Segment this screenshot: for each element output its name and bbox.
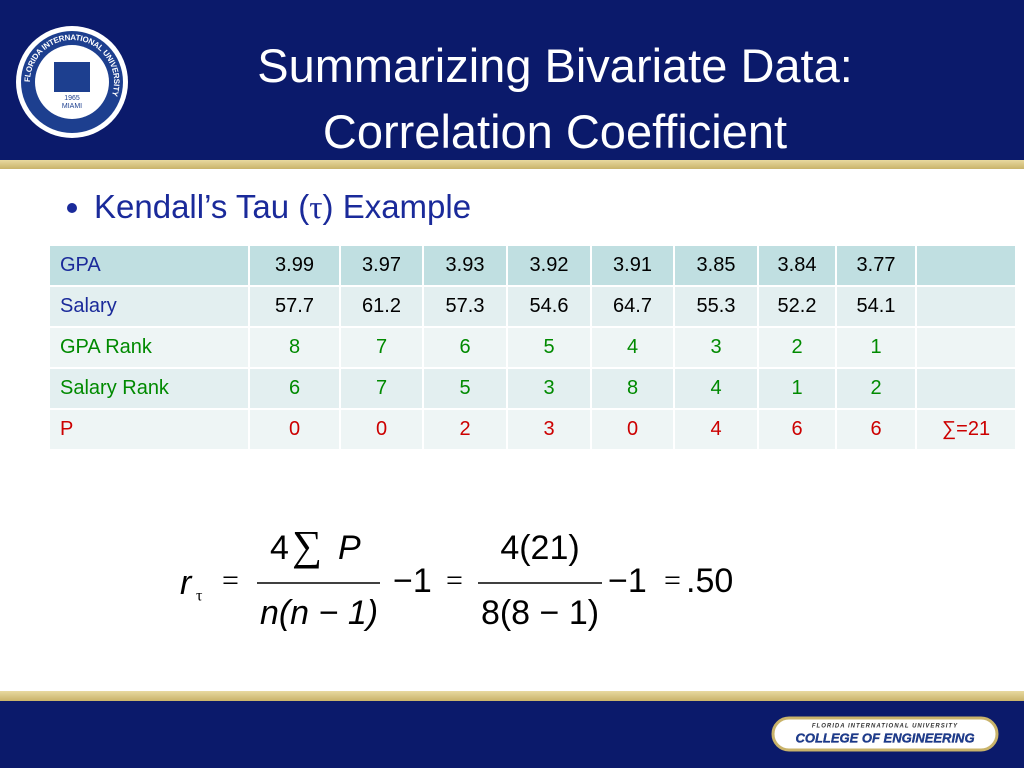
cell: 8 — [248, 326, 341, 369]
formula-frac2-num: 4(21) — [500, 529, 579, 567]
cell: 57.7 — [248, 285, 341, 328]
cell: 4 — [673, 408, 759, 451]
sum-cell — [915, 326, 1017, 369]
cell: 8 — [590, 367, 675, 410]
row-label: GPA — [48, 244, 250, 287]
cell: 0 — [248, 408, 341, 451]
bullet-text: ) Example — [322, 188, 472, 225]
gold-stripe — [0, 691, 1024, 701]
formula-eq3: = — [664, 564, 681, 597]
cell: 3.77 — [835, 244, 917, 287]
cell: 0 — [339, 408, 424, 451]
bullet-list: Kendall’s Tau (τ) Example — [52, 188, 471, 227]
cell: 3.97 — [339, 244, 424, 287]
bullet: Kendall’s Tau (τ) Example — [94, 188, 471, 227]
formula-lhs: r — [180, 564, 193, 602]
cell: 52.2 — [757, 285, 837, 328]
data-table: GPA 3.99 3.97 3.93 3.92 3.91 3.85 3.84 3.77 Salar… — [48, 244, 1017, 451]
formula: r τ =4 ∑ Pn(n − 1)−1 =4(21)8(8 − 1)−1 = .50 — [180, 525, 733, 632]
sum-cell — [915, 244, 1017, 287]
sum-cell: ∑=21 — [915, 408, 1017, 451]
badge-pill — [771, 716, 999, 752]
formula-frac1-coef: 4 — [270, 529, 289, 567]
row-label: P — [48, 408, 250, 451]
formula-minus2: −1 — [608, 562, 647, 600]
table-row: P 0 0 2 3 0 4 6 6 ∑=21 — [48, 408, 1017, 451]
gold-stripe — [0, 160, 1024, 169]
seal-city: MIAMI — [62, 103, 82, 110]
row-label: Salary Rank — [48, 367, 250, 410]
formula-frac2-den: 8(8 − 1) — [481, 594, 599, 632]
formula-result: .50 — [686, 562, 733, 600]
cell: 55.3 — [673, 285, 759, 328]
formula-lhs-sub: τ — [196, 588, 203, 605]
cell: 3 — [506, 367, 592, 410]
sum-cell — [915, 367, 1017, 410]
formula-eq1: = — [222, 564, 239, 597]
bullet-symbol: τ — [309, 190, 323, 226]
sum-cell — [915, 285, 1017, 328]
cell: 6 — [757, 408, 837, 451]
seal-year: 1965 — [64, 95, 80, 102]
cell: 57.3 — [422, 285, 508, 328]
badge-university: FLORIDA INTERNATIONAL UNIVERSITY — [812, 724, 958, 730]
cell: 5 — [422, 367, 508, 410]
cell: 3 — [673, 326, 759, 369]
title-line: Summarizing Bivariate Data: — [257, 39, 853, 92]
cell: 54.1 — [835, 285, 917, 328]
footer-badge: FLORIDA INTERNATIONAL UNIVERSITY COLLEGE… — [771, 716, 999, 752]
table-row: Salary Rank 6 7 5 3 8 4 1 2 — [48, 367, 1017, 410]
cell: 2 — [422, 408, 508, 451]
cell: 3.99 — [248, 244, 341, 287]
bullet-text: Kendall’s Tau ( — [94, 188, 310, 225]
footer: FLORIDA INTERNATIONAL UNIVERSITY COLLEGE… — [0, 701, 1024, 768]
cell: 1 — [757, 367, 837, 410]
cell: 61.2 — [339, 285, 424, 328]
formula-minus1: −1 — [393, 562, 432, 600]
seal: FLORIDA INTERNATIONAL UNIVERSITY MIAMI 1… — [16, 26, 128, 138]
cell: 3.85 — [673, 244, 759, 287]
title-line: Correlation Coefficient — [322, 105, 788, 158]
cell: 1 — [835, 326, 917, 369]
row-label: GPA Rank — [48, 326, 250, 369]
formula-eq2: = — [446, 564, 463, 597]
row-label: Salary — [48, 285, 250, 328]
table-row: Salary 57.7 61.2 57.3 54.6 64.7 55.3 52.2 54.1 — [48, 285, 1017, 328]
table-row: GPA 3.99 3.97 3.93 3.92 3.91 3.85 3.84 3.77 — [48, 244, 1017, 287]
seal-shield — [54, 62, 90, 92]
cell: 3.92 — [506, 244, 592, 287]
header: FLORIDA INTERNATIONAL UNIVERSITY MIAMI 1… — [0, 0, 1024, 160]
cell: 64.7 — [590, 285, 675, 328]
cell: 6 — [422, 326, 508, 369]
cell: 7 — [339, 367, 424, 410]
cell: 6 — [248, 367, 341, 410]
cell: 7 — [339, 326, 424, 369]
cell: 0 — [590, 408, 675, 451]
cell: 5 — [506, 326, 592, 369]
cell: 2 — [835, 367, 917, 410]
badge-college: COLLEGE OF ENGINEERING — [795, 730, 974, 745]
formula-frac1-sigma: ∑ — [292, 525, 322, 570]
cell: 54.6 — [506, 285, 592, 328]
formula-frac1-var: P — [338, 529, 361, 567]
cell: 4 — [673, 367, 759, 410]
formula-frac1-den: n(n − 1) — [260, 594, 378, 632]
cell: 4 — [590, 326, 675, 369]
cell: 3.91 — [590, 244, 675, 287]
cell: 3.84 — [757, 244, 837, 287]
cell: 2 — [757, 326, 837, 369]
table-row: GPA Rank 8 7 6 5 4 3 2 1 — [48, 326, 1017, 369]
cell: 6 — [835, 408, 917, 451]
cell: 3.93 — [422, 244, 508, 287]
cell: 3 — [506, 408, 592, 451]
